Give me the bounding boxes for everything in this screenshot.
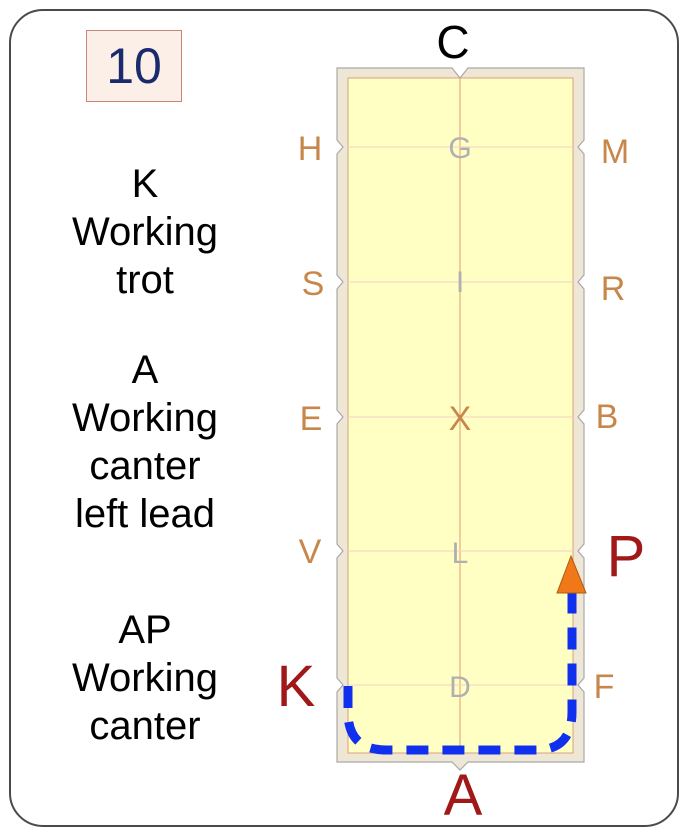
instruction-line: Working xyxy=(72,210,218,254)
instruction-line: canter xyxy=(89,704,201,748)
instruction-k: K Working trot xyxy=(20,160,270,304)
arena-letter-f: F xyxy=(594,668,615,706)
arena-letter-b: B xyxy=(596,398,619,436)
test-number-box: 10 xyxy=(86,30,182,102)
direction-arrow-icon xyxy=(556,554,587,594)
arena-letter-d: D xyxy=(449,671,471,704)
instruction-a: A Working canter left lead xyxy=(20,346,270,538)
arena-letter-m: M xyxy=(601,133,629,171)
instruction-line: K xyxy=(131,162,159,206)
instruction-line: Working xyxy=(72,396,218,440)
arena-letter-k: K xyxy=(277,654,316,719)
arena-letter-x: X xyxy=(449,400,472,438)
arena-letter-a: A xyxy=(444,763,483,828)
instruction-ap: AP Working canter xyxy=(20,606,270,750)
arena-letter-v: V xyxy=(299,533,322,571)
instruction-line: Working xyxy=(72,656,218,700)
instruction-line: trot xyxy=(116,258,174,302)
arena-letter-e: E xyxy=(300,400,323,438)
arena-letter-s: S xyxy=(302,265,325,303)
arena-letter-i: I xyxy=(456,266,464,299)
arena-letter-p: P xyxy=(607,524,646,589)
instruction-line: canter xyxy=(89,444,201,488)
test-number: 10 xyxy=(106,38,162,94)
arena-letter-r: R xyxy=(601,270,626,308)
instruction-line: AP xyxy=(118,608,172,652)
arena-letter-h: H xyxy=(298,130,323,168)
instruction-line: left lead xyxy=(74,492,216,536)
arena-letter-g: G xyxy=(448,132,471,165)
arena-letter-l: L xyxy=(452,537,469,570)
arena-letter-c: C xyxy=(436,16,469,68)
instruction-line: A xyxy=(131,348,159,392)
ride-path xyxy=(343,592,577,755)
